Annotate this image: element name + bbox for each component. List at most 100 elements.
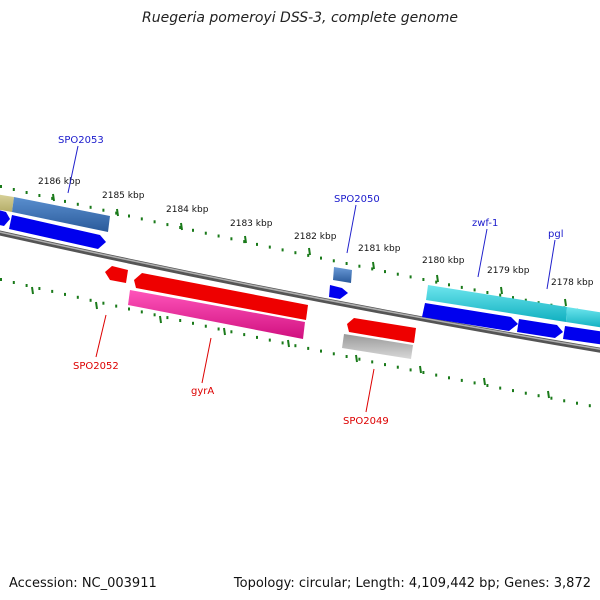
scale-dot xyxy=(307,253,310,257)
accession-text: Accession: NC_003911 xyxy=(9,576,157,591)
gene-feature-spo2053 xyxy=(12,197,110,232)
inner-tick-7 xyxy=(419,365,422,374)
scale-dot xyxy=(371,360,374,364)
scale-dot xyxy=(422,371,425,374)
gene-feature-spo2049 xyxy=(342,334,413,359)
scale-dot xyxy=(396,272,399,276)
scale-dot xyxy=(409,368,412,372)
scale-dot xyxy=(460,378,463,382)
kbp-label-2184: 2184 kbp xyxy=(166,205,209,215)
gene-feature-khaki xyxy=(0,194,14,212)
label-spo2049: SPO2049 xyxy=(343,416,389,427)
scale-dot xyxy=(524,298,527,302)
scale-dot xyxy=(12,188,15,191)
scale-dot xyxy=(140,310,143,314)
scale-dot xyxy=(320,256,322,260)
scale-dot xyxy=(294,251,297,255)
tick-2179 xyxy=(500,286,503,295)
kbp-label-2182: 2182 kbp xyxy=(294,232,337,242)
tick-2180 xyxy=(436,274,439,283)
scale-dot xyxy=(204,231,207,235)
scale-dot xyxy=(435,280,438,284)
gene-feature-gyra xyxy=(128,290,305,339)
cds-spo2052 xyxy=(105,266,128,283)
cds-pgl xyxy=(517,319,563,338)
scale-dot xyxy=(473,288,476,292)
scale-dot xyxy=(358,264,361,268)
scale-dot xyxy=(153,220,156,224)
outer-scale-dots xyxy=(0,185,591,315)
cds-right-edge xyxy=(563,326,600,345)
scale-dot xyxy=(435,373,438,377)
cds-zwf1 xyxy=(422,303,518,331)
scale-dot xyxy=(550,396,553,400)
scale-dot xyxy=(115,211,118,215)
scale-dot xyxy=(384,363,386,367)
scale-dot xyxy=(166,316,169,320)
scale-dot xyxy=(320,349,322,353)
scale-dot xyxy=(76,202,79,206)
kbp-label-2185: 2185 kbp xyxy=(102,191,145,201)
scale-dot xyxy=(179,319,182,322)
scale-dot xyxy=(217,327,220,331)
label-spo2050: SPO2050 xyxy=(334,194,380,205)
kbp-label-2183: 2183 kbp xyxy=(230,219,273,229)
scale-dot xyxy=(153,313,156,317)
scale-dot xyxy=(371,267,374,271)
gene-feature-zwf1 xyxy=(426,285,567,322)
scale-dot xyxy=(102,208,105,212)
inner-tick-4 xyxy=(223,327,226,336)
scale-dot xyxy=(25,284,28,287)
scale-dot xyxy=(473,381,476,385)
scale-dot xyxy=(460,285,463,289)
scale-dot xyxy=(512,296,514,300)
label-spo2053: SPO2053 xyxy=(58,135,104,146)
scale-dot xyxy=(89,298,92,302)
scale-dot xyxy=(128,307,130,311)
scale-dot xyxy=(268,338,271,342)
tick-2183 xyxy=(244,235,247,244)
gene-feature-spo2050 xyxy=(333,267,352,283)
scale-dot xyxy=(486,291,489,294)
scale-dot xyxy=(588,404,591,408)
scale-dot xyxy=(294,344,297,348)
inner-tick-1 xyxy=(31,286,34,295)
scale-dot xyxy=(128,214,130,218)
scale-dot xyxy=(140,217,143,221)
scale-dot xyxy=(38,194,41,197)
label-zwf1: zwf-1 xyxy=(472,218,498,229)
scale-dot xyxy=(384,270,386,274)
cds-left-edge xyxy=(0,210,10,226)
scale-dot xyxy=(448,283,450,287)
scale-dot xyxy=(179,226,182,229)
label-spo2052: SPO2052 xyxy=(73,361,119,372)
kbp-label-2180: 2180 kbp xyxy=(422,256,465,266)
scale-dot xyxy=(192,321,194,325)
scale-dot xyxy=(409,275,412,279)
scale-dot xyxy=(64,292,66,296)
map-title: Ruegeria pomeroyi DSS-3, complete genome xyxy=(142,10,458,26)
inner-tick-3 xyxy=(159,315,162,324)
scale-dot xyxy=(76,295,79,299)
scale-dot xyxy=(281,341,284,345)
tick-2186 xyxy=(52,193,55,202)
scale-dot xyxy=(51,289,54,293)
leader-gyra xyxy=(201,337,212,384)
leader-zwf1 xyxy=(477,228,488,278)
scale-dot xyxy=(448,376,450,380)
tick-2181 xyxy=(372,261,375,270)
scale-dot xyxy=(256,242,258,246)
scale-dot xyxy=(345,262,348,265)
scale-dot xyxy=(89,205,92,209)
scale-dot xyxy=(64,199,66,203)
label-gyra: gyrA xyxy=(191,386,214,397)
scale-dot xyxy=(166,223,169,227)
scale-dot xyxy=(25,191,28,194)
scale-dot xyxy=(268,245,271,249)
inner-tick-2 xyxy=(95,301,98,310)
scale-dot xyxy=(0,185,2,188)
scale-dot xyxy=(332,259,335,263)
cds-gyra xyxy=(134,273,308,320)
inner-tick-6 xyxy=(355,354,358,363)
